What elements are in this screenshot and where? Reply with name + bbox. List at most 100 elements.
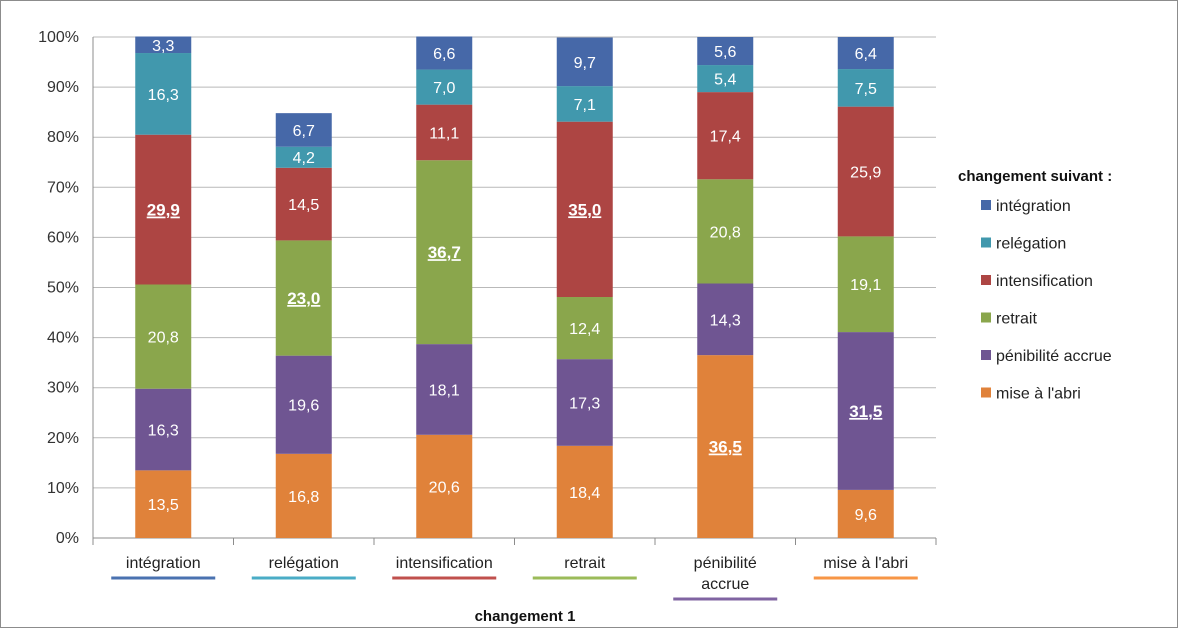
bar-segment xyxy=(697,283,754,356)
bar-segment xyxy=(135,470,192,538)
data-label: 6,6 xyxy=(433,46,455,63)
data-label: 20,8 xyxy=(710,224,741,241)
legend-label: intégration xyxy=(996,198,1071,215)
bar-segment xyxy=(275,167,332,241)
bar-segment xyxy=(697,179,754,284)
bar-segment xyxy=(556,37,613,87)
y-tick-label: 70% xyxy=(47,179,79,196)
x-axis-title: changement 1 xyxy=(475,608,576,625)
data-label: 14,3 xyxy=(710,312,741,329)
data-label: 16,3 xyxy=(148,423,179,440)
bar-segment xyxy=(837,489,894,538)
bar-segment xyxy=(556,86,613,122)
legend-swatch xyxy=(981,312,991,323)
y-tick-label: 100% xyxy=(38,29,79,46)
data-label: 35,0 xyxy=(568,200,601,219)
y-tick-label: 0% xyxy=(56,530,79,547)
x-tick-label: accrue xyxy=(701,576,749,593)
legend-swatch xyxy=(981,387,991,398)
legend-title: changement suivant : xyxy=(958,168,1112,185)
data-label: 13,5 xyxy=(148,497,179,514)
bar-segment xyxy=(416,104,473,161)
data-label: 12,4 xyxy=(569,321,600,338)
data-label: 4,2 xyxy=(293,150,315,167)
legend-swatch xyxy=(981,350,991,360)
legend-label: pénibilité accrue xyxy=(996,348,1112,365)
bar-segment xyxy=(697,37,754,66)
data-label: 3,3 xyxy=(152,38,174,55)
data-label: 17,4 xyxy=(710,129,741,146)
data-label: 19,1 xyxy=(850,277,881,294)
x-tick-label: relégation xyxy=(269,555,339,572)
legend-swatch xyxy=(981,237,991,248)
data-label: 18,4 xyxy=(569,485,600,502)
data-label: 36,5 xyxy=(709,438,742,457)
legend-swatch xyxy=(981,200,991,210)
x-tick-label: pénibilité xyxy=(694,555,757,572)
bar-segment xyxy=(275,355,332,454)
data-label: 23,0 xyxy=(287,289,320,308)
data-label: 9,7 xyxy=(574,55,596,72)
bar-segment xyxy=(837,37,894,70)
data-label: 19,6 xyxy=(288,398,319,415)
bar-segment xyxy=(416,160,473,345)
bar-segment xyxy=(697,92,754,180)
bar-segment xyxy=(275,146,332,168)
bar-segment xyxy=(837,106,894,237)
data-label: 18,1 xyxy=(429,382,460,399)
bar-segment xyxy=(135,134,192,285)
bar-segment xyxy=(697,65,754,93)
y-tick-label: 40% xyxy=(47,330,79,347)
y-tick-label: 20% xyxy=(47,430,79,447)
bar-segment xyxy=(416,36,473,70)
x-tick-label: intégration xyxy=(126,555,201,572)
data-label: 20,8 xyxy=(148,330,179,347)
bar-segment xyxy=(556,121,613,298)
legend-label: relégation xyxy=(996,236,1066,253)
data-label: 7,0 xyxy=(433,80,455,97)
bar-segment xyxy=(837,332,894,490)
data-label: 11,1 xyxy=(429,125,459,142)
data-label: 6,4 xyxy=(855,46,877,63)
bar-segment xyxy=(135,388,192,471)
data-label: 7,5 xyxy=(855,81,877,98)
y-tick-label: 90% xyxy=(47,79,79,96)
bar-segment xyxy=(275,453,332,538)
data-label: 14,5 xyxy=(288,197,319,214)
bar-segment xyxy=(135,36,192,54)
data-label: 20,6 xyxy=(429,479,460,496)
data-label: 31,5 xyxy=(849,402,882,421)
y-tick-label: 60% xyxy=(47,229,79,246)
data-label: 7,1 xyxy=(574,97,596,114)
bar-segment xyxy=(837,236,894,333)
bar-segment xyxy=(135,53,192,135)
bar-segment xyxy=(416,434,473,538)
legend-label: retrait xyxy=(996,311,1037,328)
legend-label: mise à l'abri xyxy=(996,386,1081,403)
bar-segment xyxy=(556,297,613,360)
y-tick-label: 30% xyxy=(47,380,79,397)
data-label: 5,4 xyxy=(714,72,736,89)
legend-label: intensification xyxy=(996,273,1093,290)
data-label: 25,9 xyxy=(850,165,881,182)
bar-segment xyxy=(697,355,754,538)
data-label: 5,6 xyxy=(714,44,736,61)
bar-segment xyxy=(416,69,473,105)
data-label: 29,9 xyxy=(147,201,180,220)
bar-segment xyxy=(556,445,613,538)
y-tick-label: 10% xyxy=(47,480,79,497)
bar-segment xyxy=(275,240,332,356)
y-tick-label: 50% xyxy=(47,280,79,297)
data-label: 16,3 xyxy=(148,87,179,104)
bar-segment xyxy=(416,344,473,435)
y-tick-label: 80% xyxy=(47,129,79,146)
x-tick-label: intensification xyxy=(396,555,493,572)
data-label: 36,7 xyxy=(428,243,461,262)
legend-swatch xyxy=(981,275,991,285)
data-label: 17,3 xyxy=(569,395,600,412)
x-tick-label: mise à l'abri xyxy=(823,555,908,572)
bar-segment xyxy=(275,113,332,147)
data-label: 16,8 xyxy=(288,489,319,506)
